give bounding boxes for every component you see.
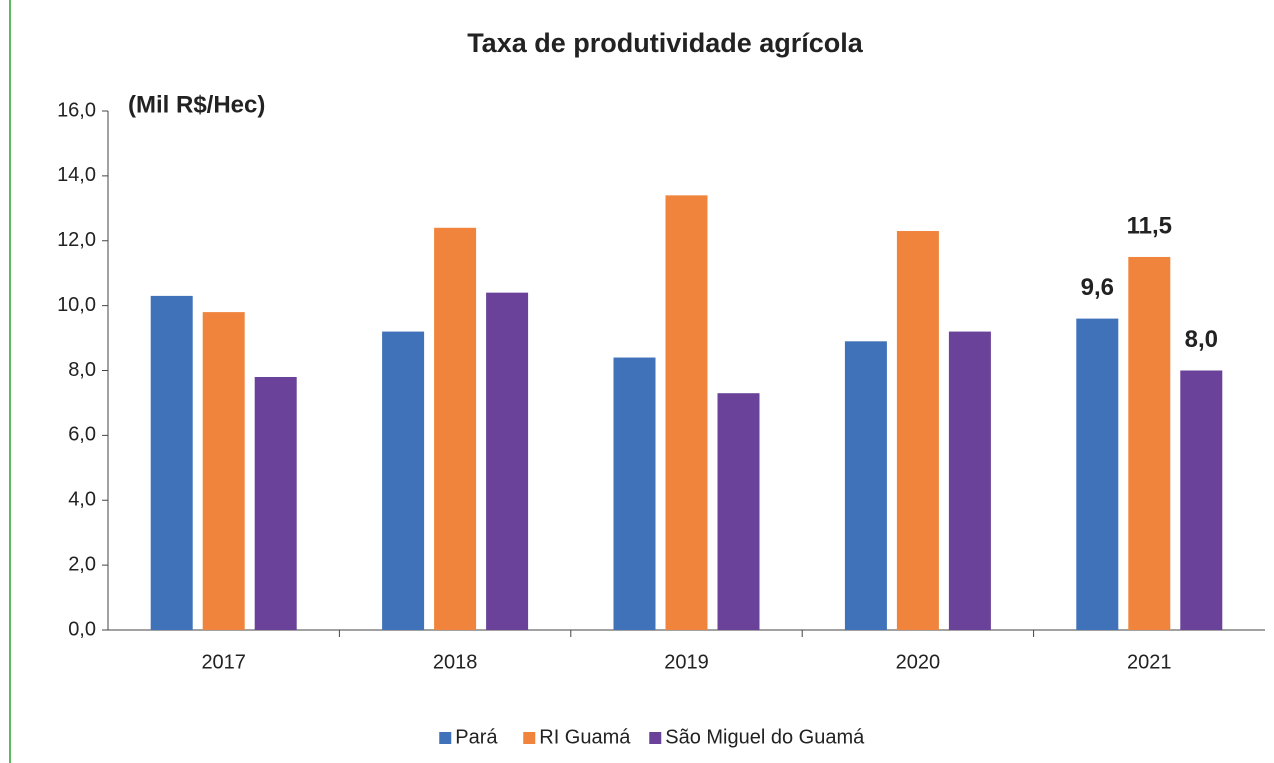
y-tick-label: 4,0 xyxy=(68,489,96,511)
bar xyxy=(948,331,991,630)
x-tick-label: 2018 xyxy=(433,651,478,673)
y-axis-label: (Mil R$/Hec) xyxy=(128,91,265,118)
bar xyxy=(202,312,245,630)
x-tick-label: 2019 xyxy=(664,651,709,673)
legend-label: RI Guamá xyxy=(539,726,631,748)
bar xyxy=(382,331,425,630)
x-tick-label: 2021 xyxy=(1127,651,1172,673)
value-label: 11,5 xyxy=(1127,212,1172,239)
bar xyxy=(1180,370,1223,630)
bar xyxy=(486,292,529,630)
legend-swatch xyxy=(523,732,536,744)
bar xyxy=(613,357,656,630)
y-tick-label: 6,0 xyxy=(68,424,96,446)
legend-swatch xyxy=(649,732,662,744)
x-tick-label: 2020 xyxy=(896,651,941,673)
y-tick-label: 2,0 xyxy=(68,553,96,575)
legend-swatch xyxy=(439,732,452,744)
bar xyxy=(844,341,887,630)
bar xyxy=(665,195,708,630)
y-tick-label: 16,0 xyxy=(57,99,96,121)
legend-label: São Miguel do Guamá xyxy=(665,726,865,748)
bar xyxy=(1128,256,1171,630)
value-label: 9,6 xyxy=(1081,274,1114,301)
bar xyxy=(254,376,297,630)
legend-label: Pará xyxy=(455,726,498,748)
bar xyxy=(717,393,760,630)
chart-title: Taxa de produtividade agrícola xyxy=(467,28,864,58)
y-tick-label: 0,0 xyxy=(68,618,96,640)
y-tick-label: 10,0 xyxy=(57,294,96,316)
bar xyxy=(1076,318,1119,630)
bar xyxy=(896,231,939,631)
y-tick-label: 14,0 xyxy=(57,164,96,186)
bar xyxy=(434,227,477,630)
y-tick-label: 12,0 xyxy=(57,229,96,251)
value-label: 8,0 xyxy=(1185,326,1218,353)
bar xyxy=(150,295,193,630)
y-tick-label: 8,0 xyxy=(68,359,96,381)
x-tick-label: 2017 xyxy=(201,651,246,673)
